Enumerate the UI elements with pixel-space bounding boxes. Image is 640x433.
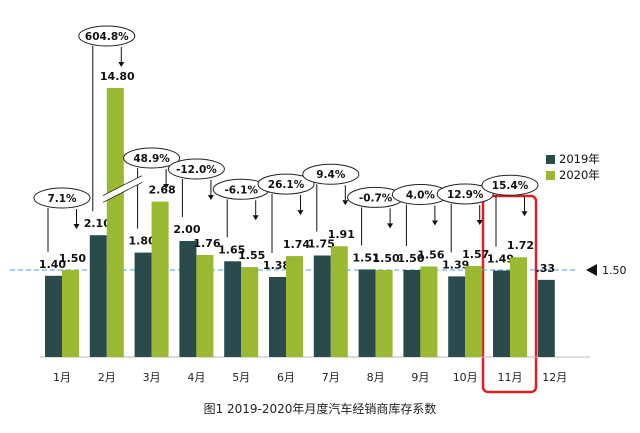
bar-2020 — [241, 267, 259, 357]
reference-label: 1.50 — [602, 264, 627, 277]
yoy-arrow-head-icon — [163, 184, 170, 189]
value-label-2020: 14.80 — [100, 70, 135, 83]
yoy-label: -12.0% — [176, 164, 217, 176]
chart-caption: 图1 2019-2020年月度汽车经销商库存系数 — [203, 402, 437, 416]
value-label-2020: 1.50 — [373, 252, 400, 265]
yoy-arrow-head-icon — [118, 62, 125, 67]
yoy-bubble — [78, 25, 136, 47]
bar-2019 — [537, 279, 555, 357]
value-label-2020: 1.55 — [238, 249, 265, 262]
x-tick-label: 8月 — [367, 371, 385, 384]
value-label-2019: 2.00 — [173, 223, 200, 236]
value-label-2019: 1.49 — [487, 253, 514, 266]
bar-2020 — [151, 201, 169, 357]
yoy-label: 7.1% — [47, 193, 77, 205]
value-label-2019: 1.39 — [442, 258, 469, 271]
x-tick-label: 10月 — [453, 371, 478, 384]
bar-2020 — [330, 246, 348, 357]
x-tick-label: 7月 — [322, 371, 340, 384]
x-tick-label: 9月 — [411, 371, 429, 384]
yoy-label: 48.9% — [133, 153, 170, 165]
value-label-2020: 1.57 — [462, 248, 489, 261]
axis-break-gap — [103, 176, 142, 202]
legend-label: 2020年 — [559, 168, 600, 182]
yoy-bubble — [481, 174, 539, 196]
yoy-bubble — [123, 147, 181, 169]
bar-2020 — [510, 257, 527, 357]
yoy-arrow-head-icon — [342, 200, 349, 206]
yoy-arrow-head-icon — [521, 211, 528, 217]
reference-marker-icon — [586, 264, 597, 276]
yoy-bubble — [33, 187, 91, 209]
yoy-bubble — [302, 163, 360, 185]
x-tick-label: 6月 — [277, 371, 295, 384]
value-label-2019: 1.65 — [218, 243, 245, 256]
bar-2019 — [45, 275, 62, 357]
bar-2019 — [89, 235, 107, 357]
legend-label: 2019年 — [559, 152, 600, 166]
bar-2020 — [196, 254, 214, 357]
x-tick-label: 3月 — [143, 371, 161, 384]
value-label-2019: 1.75 — [308, 238, 335, 251]
value-label-2019: 1.50 — [397, 252, 424, 265]
bar-2020 — [420, 266, 438, 357]
bar-2020 — [465, 265, 483, 357]
value-label-2020: 1.50 — [59, 252, 86, 265]
yoy-arrow-head-icon — [252, 215, 259, 221]
yoy-label: 604.8% — [85, 31, 129, 43]
value-label-2019: 1.38 — [263, 259, 290, 272]
yoy-label: 15.4% — [492, 180, 529, 192]
x-tick-label: 2月 — [98, 371, 116, 384]
x-tick-label: 11月 — [498, 371, 523, 384]
yoy-bubble — [167, 158, 225, 180]
value-label-2020: 1.74 — [283, 238, 310, 251]
bar-2020 — [62, 270, 79, 357]
yoy-arrow-head-icon — [207, 195, 214, 200]
value-label-2019: 1.51 — [353, 251, 380, 264]
bar-2019 — [313, 255, 331, 357]
value-label-2020: 1.72 — [507, 239, 534, 252]
x-tick-label: 4月 — [187, 371, 205, 384]
yoy-arrow-head-icon — [431, 220, 438, 226]
legend-swatch — [546, 155, 555, 164]
x-tick-label: 12月 — [542, 371, 567, 384]
yoy-arrow-head-icon — [387, 223, 394, 229]
bar-2019 — [358, 269, 376, 357]
value-label-2020: 1.56 — [417, 249, 444, 262]
bar-2020 — [375, 270, 393, 357]
bar-2019 — [493, 270, 510, 357]
value-label-2019: 1.80 — [129, 235, 156, 248]
yoy-arrow-head-icon — [73, 224, 80, 229]
bar-2020 — [286, 256, 303, 357]
bar-2019 — [179, 241, 197, 357]
yoy-label: 4.0% — [406, 190, 436, 202]
yoy-bubble — [257, 173, 315, 195]
bar-2019 — [134, 252, 152, 357]
value-label-2019: .33 — [536, 262, 556, 275]
value-label-2020: 1.91 — [328, 228, 355, 241]
yoy-label: -6.1% — [224, 184, 258, 196]
x-tick-label: 1月 — [53, 371, 71, 384]
bar-2020 — [106, 88, 124, 357]
value-label-2019: 1.40 — [39, 258, 66, 271]
bar-2019 — [269, 276, 286, 357]
x-tick-label: 5月 — [232, 371, 250, 384]
yoy-arrow-head-icon — [297, 210, 304, 216]
legend-swatch — [546, 171, 555, 180]
value-label-2019: 2.10 — [84, 217, 111, 230]
value-label-2020: 2.68 — [149, 184, 176, 197]
yoy-label: 26.1% — [268, 179, 305, 191]
highlight-box — [481, 194, 538, 394]
yoy-label: -0.7% — [359, 192, 393, 204]
yoy-label: 12.9% — [447, 189, 484, 201]
yoy-bubble — [436, 183, 494, 205]
bar-2019 — [403, 270, 421, 357]
yoy-arrow-head-icon — [476, 219, 483, 225]
bar-2019 — [224, 261, 242, 357]
bar-2019 — [448, 276, 466, 357]
yoy-label: 9.4% — [316, 169, 346, 181]
value-label-2020: 1.76 — [193, 237, 220, 250]
